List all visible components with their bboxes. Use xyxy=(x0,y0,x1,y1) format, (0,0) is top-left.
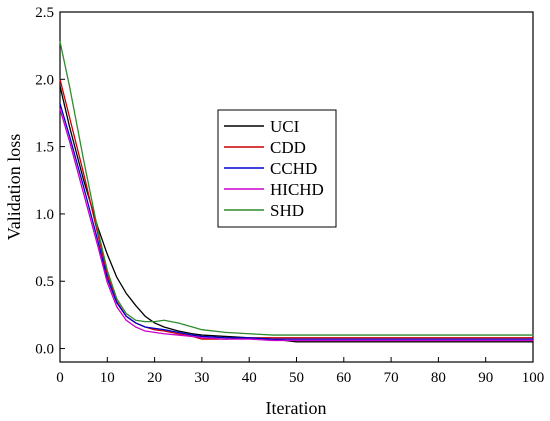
legend-label-uci: UCI xyxy=(270,117,300,136)
y-tick-label: 0.5 xyxy=(35,274,54,290)
x-tick-label: 40 xyxy=(242,370,257,386)
series-line-hichd xyxy=(59,108,534,342)
x-tick-label: 100 xyxy=(522,370,545,386)
legend-label-shd: SHD xyxy=(270,201,304,220)
series-line-shd xyxy=(59,40,534,336)
y-tick-label: 2.5 xyxy=(35,5,54,21)
x-tick-label: 20 xyxy=(147,370,162,386)
series-line-cchd xyxy=(59,102,534,340)
x-axis-title: Iteration xyxy=(266,398,327,418)
y-tick-label: 1.5 xyxy=(35,140,54,156)
legend-label-cchd: CCHD xyxy=(270,159,317,178)
y-axis-title: Validation loss xyxy=(4,134,24,241)
y-tick-label: 1.0 xyxy=(35,207,54,223)
tick-layer: 0 10 20 30 40 50 60 70 80 90 100 0.0 0.5 1.0 1.5 2.0 2.5 xyxy=(35,5,544,386)
series-line-cdd xyxy=(59,78,534,340)
series-line-uci xyxy=(59,85,534,343)
legend-label-hichd: HICHD xyxy=(270,180,324,199)
legend: UCI CDD CCHD HICHD SHD xyxy=(217,109,337,228)
x-tick-label: 50 xyxy=(289,370,304,386)
legend-label-cdd: CDD xyxy=(270,138,306,157)
x-tick-label: 60 xyxy=(336,370,351,386)
x-tick-label: 80 xyxy=(431,370,446,386)
x-tick-label: 0 xyxy=(56,370,64,386)
x-tick-label: 30 xyxy=(194,370,209,386)
x-tick-label: 90 xyxy=(478,370,493,386)
x-tick-label: 10 xyxy=(100,370,115,386)
x-tick-label: 70 xyxy=(384,370,399,386)
series-layer xyxy=(59,40,534,343)
y-tick-label: 2.0 xyxy=(35,72,54,88)
y-tick-label: 0.0 xyxy=(35,342,54,358)
